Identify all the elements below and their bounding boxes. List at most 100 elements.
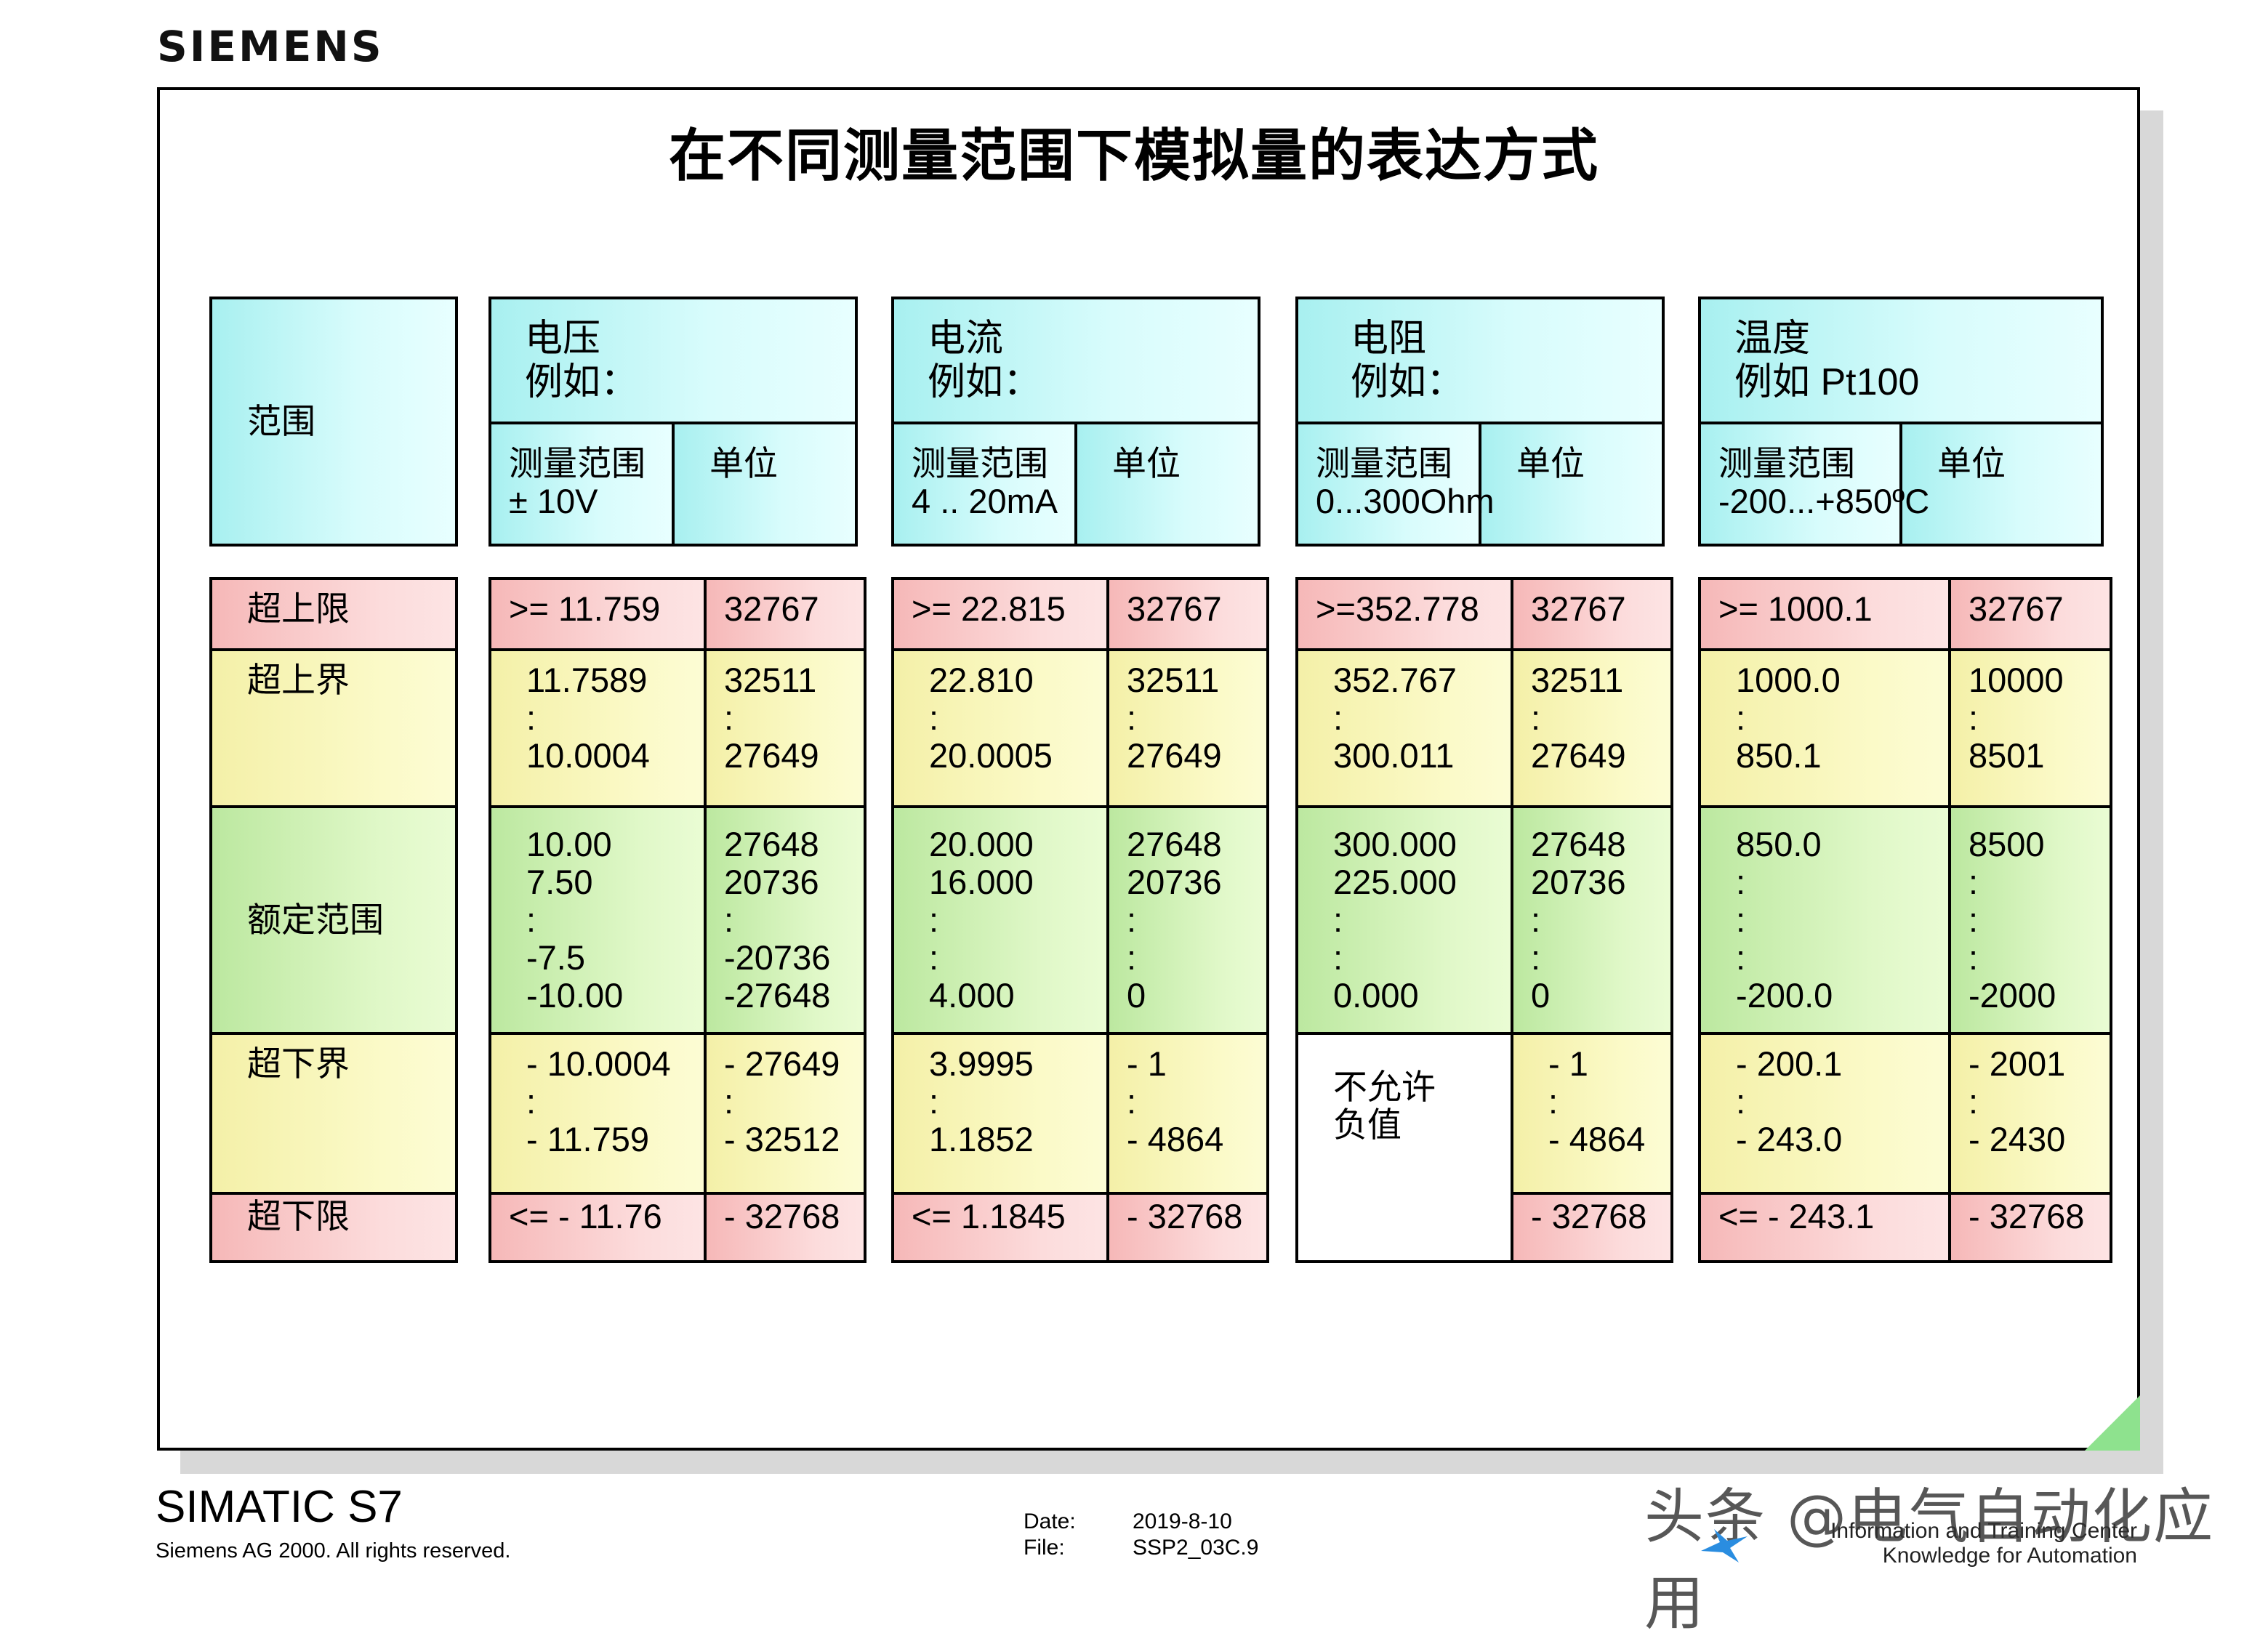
under-range-values-cell: - 200.1: - 243.0 [1698, 1032, 1951, 1195]
value-line: : [1736, 938, 1746, 977]
meas-range-value: ± 10V [509, 482, 598, 520]
value-line: 10.0004 [526, 736, 650, 775]
under-range-units-cell: - 2001: - 2430 [1948, 1032, 2112, 1195]
value-line: 7.50 [526, 863, 593, 901]
group-body-1: >= 22.815 32767 22.810:20.0005 32511:276… [891, 577, 1269, 1263]
group-title-line1: 温度 [1734, 318, 1811, 360]
value-line: : [1333, 698, 1343, 737]
over-limit-value-cell: >=352.778 [1295, 577, 1513, 651]
value-line: -20736 [724, 938, 831, 977]
over-range-units: 32511:27649 [707, 651, 864, 775]
value-line: 27648 [1531, 825, 1626, 863]
value-line: 300.000 [1333, 825, 1457, 863]
over-limit-unit: 32767 [724, 589, 819, 628]
over-limit-unit-cell: 32767 [1511, 577, 1673, 651]
group-title: 电阻 例如： [1298, 299, 1662, 404]
under-range-units: - 1:- 4864 [1109, 1035, 1266, 1158]
row-nominal: 额定范围 [247, 900, 384, 939]
value-line: 27649 [1127, 736, 1222, 775]
nominal-units: 27648 20736::0 [1513, 808, 1670, 1015]
value-line: 20736 [1531, 863, 1626, 901]
value-line: : [1333, 900, 1343, 939]
meas-range: 测量范围 ± 10V [491, 424, 672, 520]
value-line: 10.00 [526, 825, 612, 863]
unit-label: 单位 [709, 444, 778, 483]
row-over-range: 超上界 [247, 661, 350, 699]
value-line: : [724, 1082, 734, 1121]
nominal-values-cell: 20.000 16.000::4.000 [891, 805, 1109, 1035]
under-limit-value-cell: <= - 243.1 [1698, 1192, 1951, 1263]
over-limit-value-cell: >= 22.815 [891, 577, 1109, 651]
row-nominal-cell: 额定范围 [209, 805, 458, 1035]
group-header-1: 电流 例如： 测量范围 4 .. 20mA 单位 [891, 297, 1260, 547]
footer-meta: Date: 2019-8-10 File: SSP2_03C.9 [1024, 1509, 1258, 1561]
nominal-values: 850.0::: -200.0 [1701, 808, 1948, 1015]
over-range-values: 22.810:20.0005 [894, 651, 1106, 775]
watermark-bird-icon [1701, 1529, 1748, 1563]
over-range-values-cell: 352.767:300.011 [1295, 648, 1513, 808]
value-line: 352.767 [1333, 661, 1457, 699]
meas-range: 测量范围 -200...+850ºC [1701, 424, 1929, 520]
date-label: Date: [1024, 1509, 1076, 1533]
value-line: 8500 [1969, 825, 2045, 863]
row-under-limit-cell: 超下限 [209, 1192, 458, 1263]
value-line: : [1531, 900, 1541, 939]
nominal-units: 8500::: -2000 [1951, 808, 2110, 1015]
under-limit-value-cell: <= 1.1845 [891, 1192, 1109, 1263]
unit-cell: 单位 [672, 422, 858, 547]
value-line: 32511 [1531, 661, 1624, 699]
under-range-values: - 10.0004: - 11.759 [491, 1035, 704, 1158]
value-line: 27648 [1127, 825, 1222, 863]
value-line: : [1127, 900, 1137, 939]
value-line: 27648 [724, 825, 819, 863]
row-over-limit-cell: 超上限 [209, 577, 458, 651]
meas-range-value: 0...300Ohm [1316, 482, 1495, 520]
value-line: - 243.0 [1736, 1120, 1843, 1158]
value-line: 32511 [724, 661, 817, 699]
value-line: : [1736, 863, 1746, 901]
group-body-3: >= 1000.1 32767 1000.0:850.1 10000:8501 … [1698, 577, 2112, 1263]
value-line: 0 [1531, 976, 1551, 1015]
value-line: - 1 [1127, 1044, 1167, 1083]
footer-product: SIMATIC S7 [156, 1482, 403, 1532]
siemens-logo: SIEMENS [157, 22, 384, 71]
value-line: : [1969, 900, 1979, 939]
group-title: 电流 例如： [894, 299, 1258, 404]
range-header-cell: 范围 [209, 297, 458, 547]
meas-range: 测量范围 0...300Ohm [1298, 424, 1495, 520]
over-range-units-cell: 32511:27649 [1511, 648, 1673, 808]
value-line: - 1 [1548, 1044, 1588, 1083]
footer-right: Information and Training Center Knowledg… [1830, 1519, 2137, 1568]
value-line: - 32512 [724, 1120, 840, 1158]
value-line: 1000.0 [1736, 661, 1841, 699]
nominal-values: 20.000 16.000::4.000 [894, 808, 1106, 1015]
group-title-line1: 电压 [525, 318, 601, 360]
value-line: 16.000 [929, 863, 1034, 901]
group-title-line2: 例如 Pt100 [1734, 361, 1920, 403]
unit-label: 单位 [1112, 444, 1181, 483]
value-line: 225.000 [1333, 863, 1457, 901]
under-limit-value-cell: <= - 11.76 [488, 1192, 707, 1263]
row-over-limit: 超上限 [247, 589, 350, 628]
over-range-values-cell: 22.810:20.0005 [891, 648, 1109, 808]
value-line: : [1127, 1082, 1137, 1121]
row-under-range: 超下界 [247, 1044, 350, 1083]
value-line: 27649 [724, 736, 819, 775]
under-range-values: 不允许 负值 [1298, 1035, 1511, 1144]
nominal-units: 27648 20736::0 [1109, 808, 1266, 1015]
under-limit-unit-cell: - 32768 [1106, 1192, 1269, 1263]
value-line: 27649 [1531, 736, 1626, 775]
value-line: : [1736, 698, 1746, 737]
value-line: : [929, 900, 939, 939]
under-limit-unit-cell: - 32768 [704, 1192, 866, 1263]
file-value: SSP2_03C.9 [1133, 1536, 1259, 1560]
group-title: 温度 例如 Pt100 [1701, 299, 2101, 404]
under-range-values: - 200.1: - 243.0 [1701, 1035, 1948, 1158]
value-line: 300.011 [1333, 736, 1455, 775]
over-range-units: 32511:27649 [1109, 651, 1266, 775]
value-line: 11.7589 [526, 661, 648, 699]
under-limit-value: <= - 11.76 [509, 1197, 662, 1235]
value-line: : [929, 938, 939, 977]
unit-cell: 单位 [1899, 422, 2104, 547]
footer-copyright: Siemens AG 2000. All rights reserved. [156, 1539, 511, 1563]
